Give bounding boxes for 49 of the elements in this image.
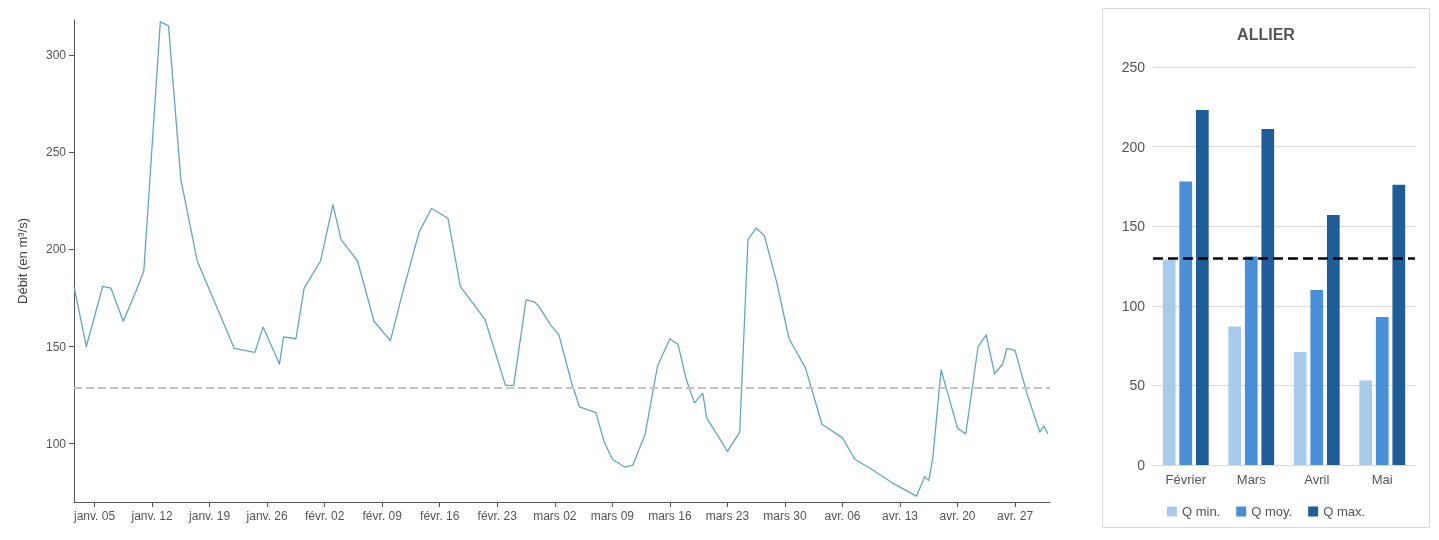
x-tick-label: janv. 05 [72,509,116,523]
x-tick-label: Mars [1236,472,1267,487]
bar [1261,129,1275,465]
x-tick-label: Mai [1371,472,1393,487]
y-tick-label: 150 [45,339,67,354]
y-axis-title: Débit (en m³/s) [15,218,30,304]
bar [1326,215,1340,465]
y-tick-label: 0 [1137,457,1146,473]
y-tick-label: 100 [45,436,67,451]
x-tick-label: févr. 16 [420,509,460,523]
x-tick-label: mars 30 [763,509,807,523]
bar [1195,109,1209,465]
x-tick-label: mars 02 [533,509,577,523]
y-tick-label: 100 [1121,297,1146,314]
bar [1162,259,1176,465]
bar [1293,351,1307,465]
x-tick-label: avr. 13 [881,509,919,523]
bar [1359,380,1373,465]
x-tick-label: janv. 26 [245,509,289,523]
x-tick-label: Avril [1304,472,1330,487]
x-tick-label: avr. 27 [997,509,1034,523]
legend-label: Q max. [1323,504,1366,519]
bar [1228,326,1242,465]
x-tick-label: mars 09 [590,509,635,523]
bar [1392,184,1406,465]
y-tick-label: 250 [45,145,67,160]
x-tick-label: févr. 09 [362,509,403,523]
bar [1375,316,1389,465]
bar [1310,289,1324,465]
x-tick-label: févr. 23 [477,509,518,523]
x-tick-label: mars 23 [705,509,750,523]
x-tick-label: févr. 02 [305,509,345,523]
x-tick-label: janv. 12 [130,509,173,523]
bar [1244,256,1258,465]
y-tick-label: 200 [45,242,67,257]
x-tick-label: Février [1165,472,1207,487]
x-tick-label: janv. 19 [188,509,231,523]
y-tick-label: 250 [1121,59,1146,75]
y-tick-label: 200 [1121,138,1146,155]
bar [1179,181,1193,465]
x-tick-label: mars 16 [648,509,692,523]
y-tick-label: 50 [1129,377,1146,394]
chart-title: ALLIER [1237,25,1296,43]
y-tick-label: 300 [45,47,67,62]
y-tick-label: 150 [1121,218,1146,235]
x-tick-label: avr. 06 [824,509,861,523]
legend-label: Q min. [1181,504,1221,519]
legend-label: Q moy. [1251,504,1293,519]
x-tick-label: avr. 20 [939,509,976,523]
